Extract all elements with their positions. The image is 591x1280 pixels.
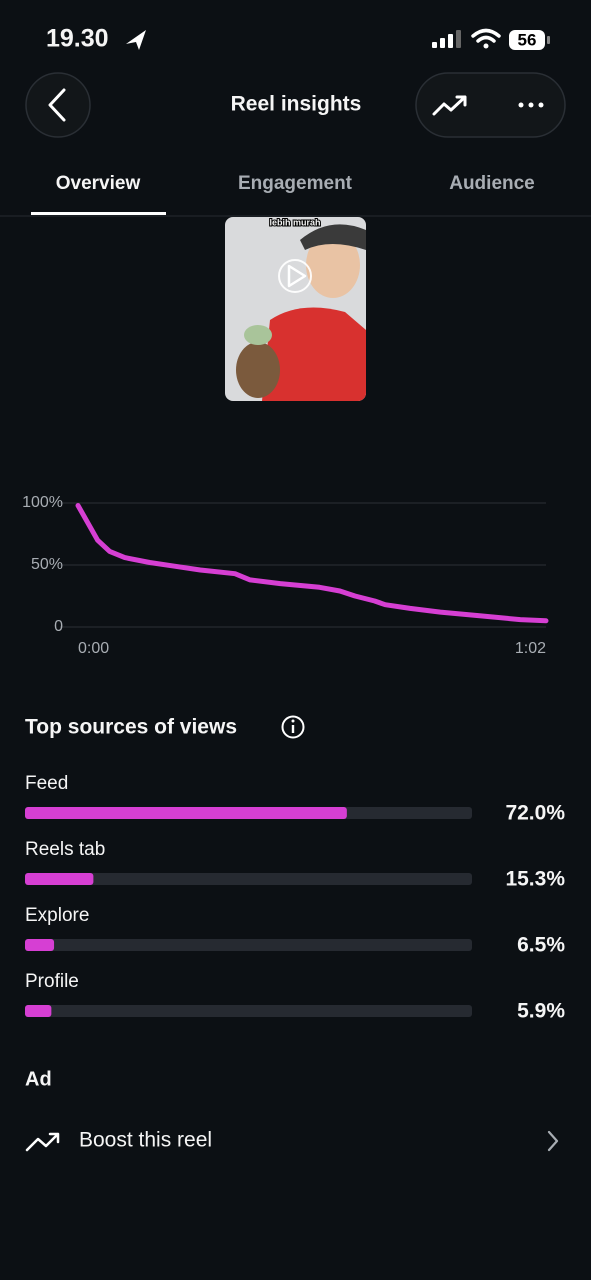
back-icon [48, 88, 66, 122]
boost-icon [25, 1132, 60, 1152]
video-caption: lebih murah [269, 217, 320, 227]
tab[interactable]: Engagement [238, 173, 353, 194]
header-title: Reel insights [231, 93, 362, 116]
ad-title: Ad [25, 1068, 52, 1090]
location-icon [126, 30, 146, 50]
source-label: Feed [25, 773, 68, 794]
source-label: Explore [25, 905, 89, 926]
x-tick-label: 1:02 [515, 640, 546, 657]
value-label: 72.0% [505, 802, 565, 825]
x-tick-label: 0:00 [78, 640, 109, 657]
wifi-dot [483, 43, 489, 49]
active-tab-indicator [31, 212, 166, 215]
source-label: Reels tab [25, 839, 105, 860]
back-button[interactable] [25, 72, 91, 138]
bar-track [25, 873, 472, 885]
y-tick-label: 0 [54, 618, 63, 635]
info-button[interactable] [281, 715, 305, 739]
bar [25, 807, 347, 819]
tab[interactable]: Audience [449, 173, 535, 194]
value-label: 5.9% [517, 1000, 565, 1023]
value-label: 15.3% [505, 868, 565, 891]
tab-bar: Overview Engagement Audience [56, 173, 535, 194]
signal-icon [432, 30, 461, 48]
bar-track [25, 939, 472, 951]
status-time: 19.30 [46, 25, 109, 53]
video-thumbnail[interactable] [225, 217, 366, 401]
bar [25, 1005, 52, 1017]
boost-label: Boost this reel [79, 1129, 212, 1152]
action-pill [415, 72, 566, 138]
value-label: 6.5% [517, 934, 565, 957]
bar [25, 873, 94, 885]
trend-button[interactable] [432, 95, 467, 116]
section-title: Top sources of views [25, 716, 237, 739]
chevron [547, 1130, 559, 1152]
battery [509, 30, 545, 50]
bar [25, 939, 55, 951]
wifi-icon [471, 28, 501, 43]
source-label: Profile [25, 971, 79, 992]
retention-line [75, 503, 549, 624]
y-tick-label: 100% [22, 494, 63, 511]
bar-track [25, 1005, 472, 1017]
battery-level: 56 [518, 30, 537, 49]
tab[interactable]: Overview [56, 173, 141, 194]
more-button[interactable] [518, 102, 544, 108]
y-tick-label: 50% [31, 556, 63, 573]
battery-tip [547, 36, 550, 44]
